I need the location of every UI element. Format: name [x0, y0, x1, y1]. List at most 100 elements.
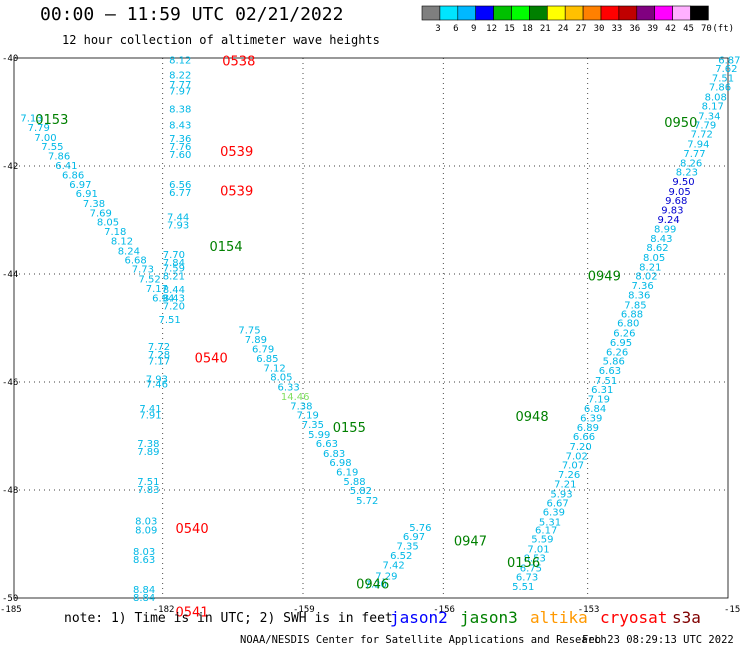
pass-time-jason3: 0153 — [35, 113, 68, 128]
swh-value: 6.26 — [606, 347, 628, 358]
page-subtitle: 12 hour collection of altimeter wave hei… — [62, 33, 380, 47]
pass-time-jason3: 0946 — [356, 578, 389, 593]
swh-value: 8.22 — [169, 70, 191, 81]
color-tick: 18 — [522, 24, 533, 34]
swh-value: 6.77 — [169, 188, 191, 199]
swh-value: 7.91 — [139, 410, 161, 421]
map-grid — [13, 57, 729, 599]
pass-time-jason3: 0948 — [516, 410, 549, 425]
pass-time-jason3: 0947 — [454, 534, 487, 549]
lon-label: -150 — [724, 605, 740, 615]
footer-credit: NOAA/NESDIS Center for Satellite Applica… — [240, 634, 607, 646]
swh-value: 7.34 — [698, 111, 720, 122]
swh-value: 6.91 — [76, 189, 98, 200]
swh-value: 6.56 — [169, 180, 191, 191]
pass-time-jason3: 0949 — [588, 270, 621, 285]
pass-time-jason3: 0155 — [333, 421, 366, 436]
swh-value: 8.84 — [133, 585, 155, 596]
swh-value: 8.36 — [628, 291, 650, 302]
swh-value: 5.76 — [409, 523, 431, 534]
lon-label: -159 — [293, 605, 315, 615]
color-tick: 3 — [435, 24, 440, 34]
swh-value: 8.53 — [524, 554, 546, 565]
swh-value: 5.86 — [603, 356, 625, 367]
swh-value: 7.76 — [169, 142, 191, 153]
swh-value: 6.97 — [403, 532, 425, 543]
swh-value: 8.05 — [97, 218, 119, 229]
swh-value: 8.03 — [133, 547, 155, 558]
swh-value: 7.38 — [83, 199, 105, 210]
swh-value: 5.93 — [550, 489, 572, 500]
pass-time-cryosat: 0539 — [220, 145, 253, 160]
swh-value: 6.63 — [316, 439, 338, 450]
swh-value: 7.52 — [139, 274, 161, 285]
swh-value: 7.19 — [297, 410, 319, 421]
lat-label: -40 — [2, 54, 18, 64]
swh-value: 7.38 — [137, 439, 159, 450]
swh-value: 5.99 — [308, 430, 330, 441]
swh-value: 8.05 — [270, 373, 292, 384]
swh-value: 8.12 — [169, 56, 191, 67]
lon-label: -185 — [0, 605, 22, 615]
pass-time-cryosat: 0540 — [176, 522, 209, 537]
swh-value: 8.21 — [163, 272, 185, 283]
swh-value: 8.17 — [702, 102, 724, 113]
color-tick: 42 — [665, 24, 676, 34]
swh-value: 7.21 — [554, 480, 576, 491]
swh-value: 8.03 — [135, 516, 157, 527]
pass-time-cryosat: 0538 — [222, 55, 255, 70]
swh-value: 6.85 — [256, 354, 278, 365]
swh-value: 6.17 — [535, 526, 557, 537]
swh-value: 7.55 — [41, 142, 63, 153]
swh-value: 6.87 — [718, 56, 740, 67]
swh-value: 7.36 — [169, 134, 191, 145]
swh-value: 6.39 — [543, 508, 565, 519]
color-swatch — [654, 5, 673, 21]
pass-time-jason3: 0156 — [507, 556, 540, 571]
swh-value: 6.86 — [62, 171, 84, 182]
lon-label: -153 — [578, 605, 600, 615]
swh-value: 6.39 — [580, 414, 602, 425]
lat-label: -50 — [2, 594, 18, 604]
swh-value: 5.59 — [531, 535, 553, 546]
swh-value: 7.79 — [694, 121, 716, 132]
swh-value: 5.88 — [343, 477, 365, 488]
swh-value: 7.51 — [595, 376, 617, 387]
swh-value: 7.69 — [90, 209, 112, 220]
swh-value: 8.08 — [705, 92, 727, 103]
swh-value: 7.93 — [167, 220, 189, 231]
swh-value: 6.19 — [336, 468, 358, 479]
swh-value: 6.80 — [617, 319, 639, 330]
lat-label: -48 — [2, 486, 18, 496]
satellite-jason3: jason3 — [460, 608, 518, 627]
swh-value: 7.44 — [167, 212, 189, 223]
color-swatch — [475, 5, 494, 21]
swh-value: 8.23 — [676, 167, 698, 178]
map-frame — [13, 57, 729, 599]
color-swatch — [457, 5, 476, 21]
swh-value: 8.21 — [639, 263, 661, 274]
footer-note: note: 1) Time is in UTC; 2) SWH is in fe… — [64, 611, 393, 626]
swh-value: 7.19 — [588, 394, 610, 405]
swh-value: 9.83 — [661, 205, 683, 216]
color-swatch — [672, 5, 691, 21]
swh-value: 7.28 — [148, 350, 170, 361]
swh-value: 6.73 — [516, 572, 538, 583]
swh-value: 6.68 — [125, 256, 147, 267]
swh-value: 7.20 — [569, 442, 591, 453]
swh-value: 8.43 — [650, 234, 672, 245]
swh-value: 7.01 — [527, 544, 549, 555]
swh-value: 8.43 — [169, 121, 191, 132]
swh-value: 7.93 — [146, 374, 168, 385]
color-unit: (ft) — [712, 24, 734, 34]
swh-value: 6.52 — [390, 551, 412, 562]
swh-value: 7.46 — [146, 380, 168, 391]
color-swatch — [636, 5, 655, 21]
color-swatch — [618, 5, 638, 21]
swh-value: 7.02 — [566, 452, 588, 463]
swh-value: 7.51 — [159, 315, 181, 326]
swh-value: 6.66 — [573, 432, 595, 443]
swh-value: 7.60 — [169, 150, 191, 161]
color-swatch — [690, 5, 709, 21]
swh-value: 5.31 — [539, 517, 561, 528]
